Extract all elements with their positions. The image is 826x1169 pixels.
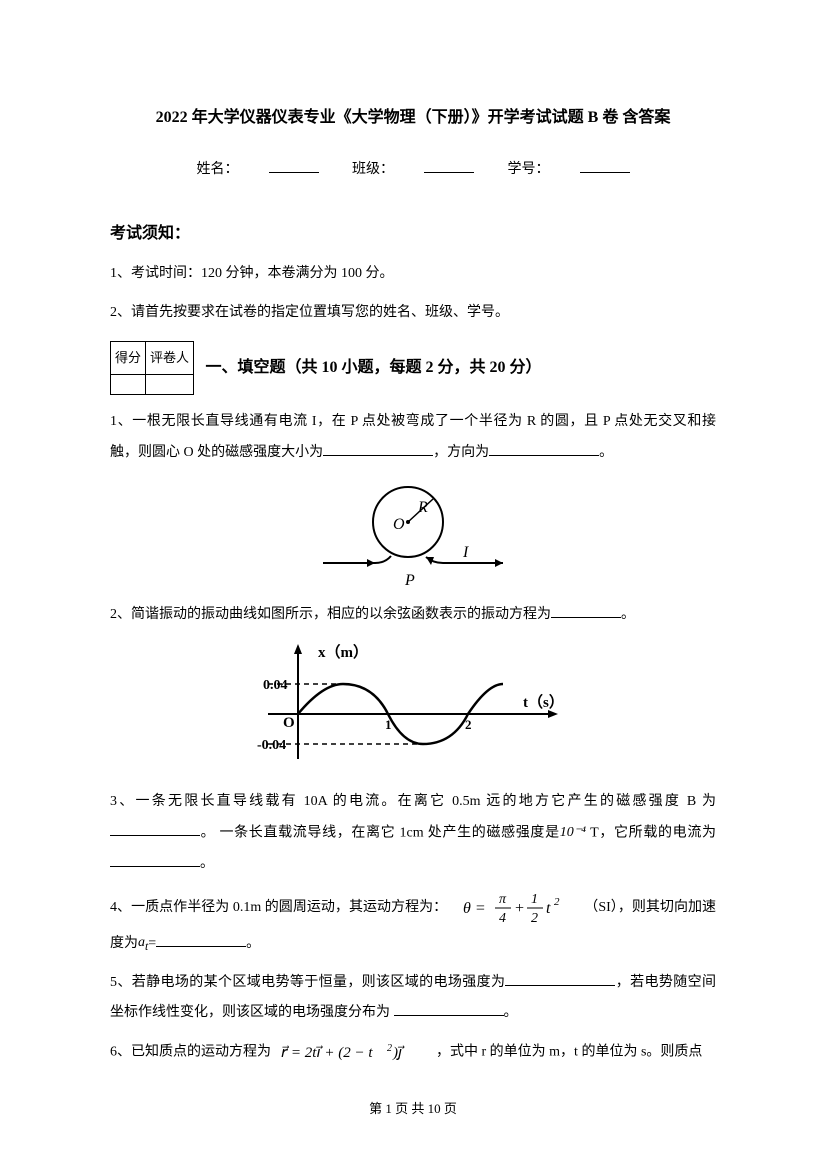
svg-text:+: + bbox=[514, 900, 525, 917]
q3-blank-2[interactable] bbox=[110, 851, 200, 867]
svg-text:1: 1 bbox=[531, 892, 538, 907]
score-header-1: 得分 bbox=[111, 341, 146, 375]
question-5: 5、若静电场的某个区域电势等于恒量，则该区域的电场强度为，若电势随空间坐标作线性… bbox=[110, 968, 716, 1030]
fig2-ymax: 0.04 bbox=[263, 678, 288, 693]
fig2-ymin: -0.04 bbox=[257, 738, 286, 753]
svg-text:θ =: θ = bbox=[463, 900, 486, 917]
score-table: 得分 评卷人 bbox=[110, 341, 194, 396]
svg-text:2: 2 bbox=[531, 911, 538, 926]
notice-item-1: 1、考试时间：120 分钟，本卷满分为 100 分。 bbox=[110, 259, 716, 290]
q3-text-c: T，它所载的电流为 bbox=[586, 825, 716, 840]
q2-blank-1[interactable] bbox=[551, 602, 621, 618]
fig1-label-R: R bbox=[417, 499, 428, 516]
id-label: 学号： bbox=[508, 162, 550, 177]
score-header-2: 评卷人 bbox=[146, 341, 194, 375]
class-label: 班级： bbox=[352, 162, 394, 177]
q4-blank-1[interactable] bbox=[156, 931, 246, 947]
svg-text:t: t bbox=[546, 900, 551, 917]
fig1-label-I: I bbox=[462, 544, 469, 561]
score-cell-2[interactable] bbox=[146, 375, 194, 395]
notice-item-2: 2、请首先按要求在试卷的指定位置填写您的姓名、班级、学号。 bbox=[110, 298, 716, 329]
q5-text-c: 。 bbox=[504, 1005, 518, 1020]
question-6: 6、已知质点的运动方程为 r⃗ = 2ti⃗ + (2 − t 2 )j⃗ ，式… bbox=[110, 1037, 716, 1068]
question-1: 1、一根无限长直导线通有电流 I，在 P 点处被弯成了一个半径为 R 的圆，且 … bbox=[110, 407, 716, 469]
question-4: 4、一质点作半径为 0.1m 的圆周运动，其运动方程为： θ = π 4 + 1… bbox=[110, 888, 716, 960]
fig1-label-O: O bbox=[393, 516, 405, 533]
q4-formula: θ = π 4 + 1 2 t 2 bbox=[461, 888, 571, 928]
q3-exponent: 10⁻⁴ bbox=[560, 818, 586, 849]
score-cell-1[interactable] bbox=[111, 375, 146, 395]
id-blank[interactable] bbox=[580, 155, 630, 173]
q1-blank-2[interactable] bbox=[489, 440, 599, 456]
q2-text-a: 2、简谐振动的振动曲线如图所示，相应的以余弦函数表示的振动方程为 bbox=[110, 607, 551, 622]
q6-text-b: ，式中 r 的单位为 m，t 的单位为 s。则质点 bbox=[436, 1045, 702, 1060]
q4-var: at bbox=[138, 928, 148, 959]
q5-text-a: 5、若静电场的某个区域电势等于恒量，则该区域的电场强度为 bbox=[110, 975, 505, 990]
figure-1: R O I P bbox=[110, 477, 716, 592]
fig2-origin: O bbox=[283, 715, 295, 731]
svg-text:r⃗ = 2ti⃗ + (2 − t: r⃗ = 2ti⃗ + (2 − t bbox=[281, 1045, 373, 1061]
q3-text-a: 3、一条无限长直导线载有 10A 的电流。在离它 0.5m 远的地方它产生的磁感… bbox=[110, 794, 716, 809]
q1-blank-1[interactable] bbox=[323, 440, 433, 456]
fig2-tick-1: 1 bbox=[385, 717, 392, 732]
fig1-label-P: P bbox=[404, 572, 415, 589]
q2-text-b: 。 bbox=[621, 607, 635, 622]
name-blank[interactable] bbox=[269, 155, 319, 173]
q4-text-c: = bbox=[148, 936, 156, 951]
q3-text-b: 。 一条长直载流导线，在离它 1cm 处产生的磁感强度是 bbox=[200, 825, 560, 840]
q5-blank-2[interactable] bbox=[394, 1000, 504, 1016]
q6-formula: r⃗ = 2ti⃗ + (2 − t 2 )j⃗ bbox=[279, 1037, 429, 1068]
exam-title: 2022 年大学仪器仪表专业《大学物理（下册）》开学考试试题 B 卷 含答案 bbox=[110, 100, 716, 135]
q1-text-b: ，方向为 bbox=[433, 445, 489, 460]
q5-blank-1[interactable] bbox=[505, 970, 615, 986]
figure-2: x（m） t（s） 0.04 -0.04 O 1 2 bbox=[110, 639, 716, 779]
q6-text-a: 6、已知质点的运动方程为 bbox=[110, 1045, 271, 1060]
q4-text-a: 4、一质点作半径为 0.1m 的圆周运动，其运动方程为： bbox=[110, 900, 447, 915]
question-2: 2、简谐振动的振动曲线如图所示，相应的以余弦函数表示的振动方程为 。 bbox=[110, 600, 716, 631]
q3-text-d: 。 bbox=[200, 856, 214, 871]
student-info-line: 姓名： 班级： 学号： bbox=[110, 155, 716, 186]
q4-text-d: 。 bbox=[246, 936, 260, 951]
class-blank[interactable] bbox=[424, 155, 474, 173]
notice-header: 考试须知： bbox=[110, 216, 716, 251]
section-1-title: 一、填空题（共 10 小题，每题 2 分，共 20 分） bbox=[206, 350, 542, 385]
q3-blank-1[interactable] bbox=[110, 820, 200, 836]
fig2-tick-2: 2 bbox=[465, 717, 472, 732]
fig2-x-label: x（m） bbox=[318, 643, 368, 661]
svg-text:)j⃗: )j⃗ bbox=[392, 1045, 405, 1061]
svg-text:π: π bbox=[499, 892, 507, 907]
name-label: 姓名： bbox=[197, 162, 239, 177]
section-row: 得分 评卷人 一、填空题（共 10 小题，每题 2 分，共 20 分） bbox=[110, 341, 716, 396]
question-3: 3、一条无限长直导线载有 10A 的电流。在离它 0.5m 远的地方它产生的磁感… bbox=[110, 787, 716, 880]
fig2-t-label: t（s） bbox=[523, 693, 564, 711]
svg-text:2: 2 bbox=[387, 1043, 392, 1054]
svg-text:2: 2 bbox=[554, 896, 560, 908]
q1-text-c: 。 bbox=[599, 445, 613, 460]
page-footer: 第 1 页 共 10 页 bbox=[0, 1095, 826, 1124]
svg-text:4: 4 bbox=[499, 911, 506, 926]
